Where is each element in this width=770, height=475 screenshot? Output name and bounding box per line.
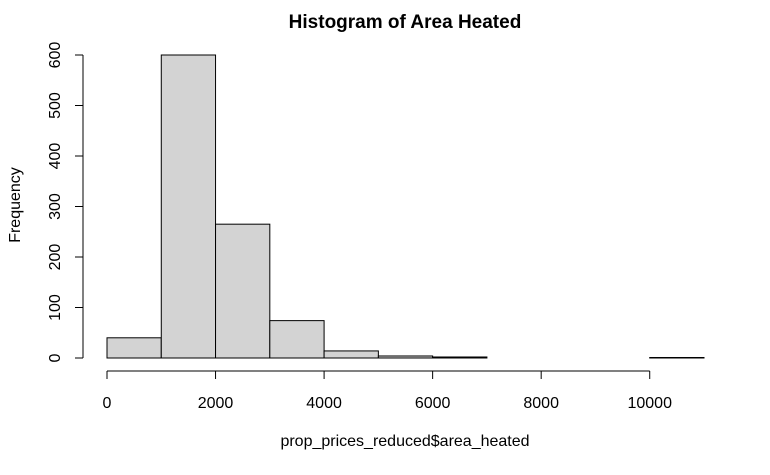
x-tick-label: 4000 [306, 395, 342, 412]
x-axis-label: prop_prices_reduced$area_heated [280, 433, 529, 450]
y-tick-label: 200 [47, 244, 64, 271]
y-tick-label: 500 [47, 92, 64, 119]
y-axis-label: Frequency [7, 167, 24, 243]
histogram-bar-0 [106, 337, 162, 359]
histogram-bar-5 [377, 355, 434, 359]
histogram-bar-3 [269, 320, 325, 359]
x-tick-label: 6000 [415, 395, 451, 412]
histogram-bar-6 [432, 356, 488, 359]
y-tick-label: 400 [47, 143, 64, 170]
x-axis: 0 2000 4000 6000 8000 10000 [103, 370, 672, 412]
y-tick-label: 0 [47, 353, 64, 362]
y-tick-label: 600 [47, 42, 64, 69]
histogram-bar-4 [323, 350, 379, 359]
x-tick-label: 8000 [523, 395, 559, 412]
chart-title: Histogram of Area Heated [289, 12, 522, 33]
x-tick-label: 0 [103, 395, 112, 412]
bars-group [106, 54, 705, 359]
histogram-bar-1 [160, 54, 217, 359]
y-tick-label: 100 [47, 294, 64, 321]
histogram-bar-10 [649, 356, 705, 359]
y-tick-label: 300 [47, 193, 64, 220]
x-tick-label: 2000 [198, 395, 234, 412]
y-axis: 0 100 200 300 400 500 600 [47, 42, 84, 362]
histogram-bar-2 [215, 223, 271, 359]
x-tick-label: 10000 [627, 395, 672, 412]
